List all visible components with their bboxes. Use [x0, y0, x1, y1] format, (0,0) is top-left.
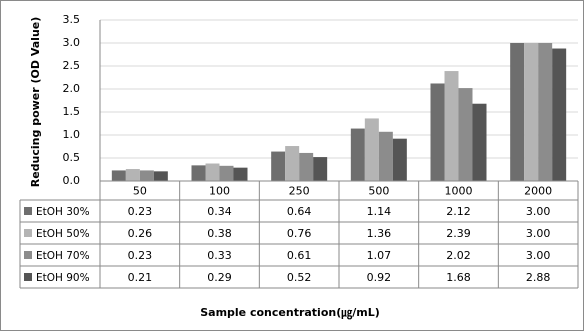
bar [271, 151, 286, 181]
table-cell: 3.00 [526, 227, 551, 240]
y-tick-label: 3.0 [63, 36, 81, 49]
legend-label: EtOH 70% [36, 250, 90, 262]
legend-swatch [24, 229, 32, 237]
bar [299, 152, 314, 181]
table-cell: 0.52 [287, 271, 312, 284]
bar [350, 128, 365, 181]
bar [430, 83, 445, 181]
y-tick-label: 1.0 [63, 128, 81, 141]
bar [285, 146, 300, 181]
legend-swatch [24, 207, 32, 215]
x-tick-label: 2000 [524, 185, 552, 198]
table-cell: 0.33 [207, 249, 232, 262]
bar [233, 167, 248, 181]
y-tick-label: 3.5 [63, 13, 81, 26]
x-tick-label: 500 [368, 185, 389, 198]
bar [538, 43, 553, 181]
x-tick-label: 1000 [445, 185, 473, 198]
table-cell: 2.88 [526, 271, 551, 284]
table-cell: 0.23 [128, 205, 153, 218]
bar [458, 88, 473, 181]
bar [125, 169, 140, 181]
x-axis-title: Sample concentration(㎍/mL) [200, 306, 380, 320]
table-cell: 1.07 [367, 249, 392, 262]
x-tick-label: 250 [289, 185, 310, 198]
bar [524, 43, 539, 181]
table-cell: 1.14 [367, 205, 392, 218]
bar [510, 43, 525, 181]
table-cell: 0.76 [287, 227, 312, 240]
legend-swatch [24, 273, 32, 281]
table-cell: 1.68 [446, 271, 471, 284]
bar [364, 118, 379, 181]
y-axis-title: Reducing power (OD Value) [29, 17, 42, 188]
table-cell: 0.61 [287, 249, 312, 262]
bar [139, 170, 154, 181]
table-cell: 0.64 [287, 205, 312, 218]
table-cell: 0.26 [128, 227, 153, 240]
y-tick-label: 2.5 [63, 59, 81, 72]
table-cell: 0.21 [128, 271, 153, 284]
table-cell: 0.38 [207, 227, 232, 240]
legend-label: EtOH 90% [36, 272, 90, 284]
bar [313, 157, 328, 181]
bar [191, 165, 206, 181]
y-tick-label: 1.5 [63, 105, 81, 118]
bar [205, 163, 220, 181]
table-cell: 0.92 [367, 271, 392, 284]
bar [111, 170, 126, 181]
table-cell: 0.34 [207, 205, 232, 218]
table-cell: 3.00 [526, 249, 551, 262]
y-tick-label: 0.5 [63, 151, 81, 164]
legend-label: EtOH 50% [36, 228, 90, 240]
x-tick-label: 100 [209, 185, 230, 198]
table-cell: 0.23 [128, 249, 153, 262]
bar [219, 165, 234, 181]
y-tick-label: 0.0 [63, 174, 81, 187]
x-tick-label: 50 [133, 185, 147, 198]
bar [472, 103, 487, 181]
table-cell: 1.36 [367, 227, 392, 240]
bar [153, 171, 168, 181]
table-cell: 0.29 [207, 271, 232, 284]
table-cell: 2.12 [446, 205, 471, 218]
bar [444, 71, 459, 181]
bar [378, 131, 393, 181]
table-cell: 2.39 [446, 227, 471, 240]
bar [392, 138, 407, 181]
bar [552, 48, 567, 181]
legend-swatch [24, 251, 32, 259]
y-tick-label: 2.0 [63, 82, 81, 95]
table-cell: 2.02 [446, 249, 471, 262]
table-cell: 3.00 [526, 205, 551, 218]
legend-label: EtOH 30% [36, 206, 90, 218]
